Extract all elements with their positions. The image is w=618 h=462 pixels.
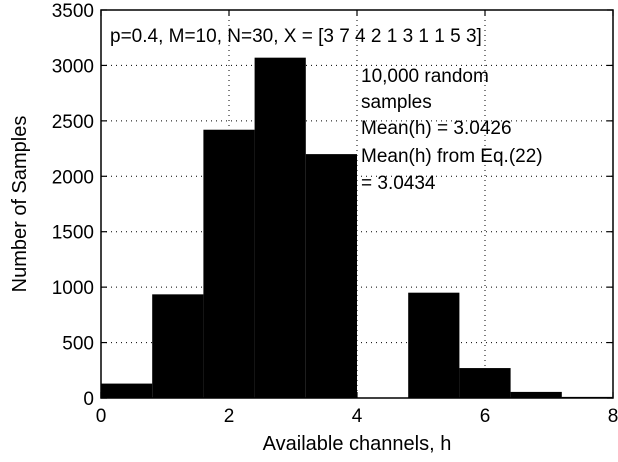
histogram-bar xyxy=(305,154,357,398)
parameters-annotation: p=0.4, M=10, N=30, X = [3 7 4 2 1 3 1 1 … xyxy=(110,26,482,47)
histogram-bar xyxy=(101,383,153,398)
y-tick-label: 3000 xyxy=(52,56,94,77)
y-tick-label: 500 xyxy=(62,334,94,355)
y-tick-label: 2500 xyxy=(52,112,94,133)
y-tick-label: 0 xyxy=(83,389,94,410)
tick-marks xyxy=(100,9,614,399)
annotation-line: = 3.0434 xyxy=(361,173,436,194)
histogram-bar xyxy=(408,292,460,398)
histogram-bars xyxy=(101,57,613,398)
annotation-line: Mean(h) from Eq.(22) xyxy=(361,146,543,167)
y-axis-label: Number of Samples xyxy=(9,116,31,293)
histogram-bar xyxy=(254,57,306,398)
annotation-line: Mean(h) = 3.0426 xyxy=(361,118,512,139)
x-tick-label: 2 xyxy=(224,406,235,427)
histogram-bar xyxy=(203,129,255,398)
x-tick-label: 8 xyxy=(608,406,618,427)
annotation-line: samples xyxy=(361,92,432,113)
y-tick-label: 1000 xyxy=(52,278,94,299)
histogram-bar xyxy=(152,294,204,398)
x-tick-labels: 0 2 4 6 8 xyxy=(96,406,618,427)
x-axis-label: Available channels, h xyxy=(263,433,452,455)
y-tick-label: 1500 xyxy=(52,223,94,244)
annotation-line: 10,000 random xyxy=(361,66,489,87)
x-tick-label: 6 xyxy=(480,406,491,427)
histogram-bar xyxy=(510,391,562,398)
x-tick-label: 4 xyxy=(352,406,363,427)
x-tick-label: 0 xyxy=(96,406,107,427)
y-tick-labels: 0 500 1000 1500 2000 2500 3000 3500 xyxy=(52,1,94,410)
y-tick-label: 3500 xyxy=(52,1,94,22)
y-tick-label: 2000 xyxy=(52,167,94,188)
